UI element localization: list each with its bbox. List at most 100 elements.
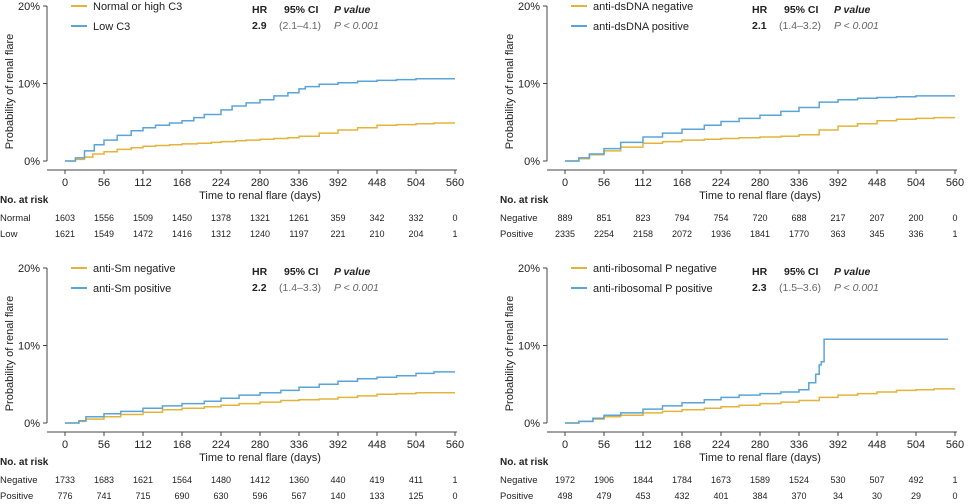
- risk-value: 440: [330, 475, 345, 485]
- risk-table-header: No. at risk: [500, 457, 549, 468]
- risk-value: 384: [752, 491, 767, 501]
- x-tick-label: 448: [868, 177, 886, 189]
- y-tick-label: 0%: [24, 156, 40, 168]
- x-tick-label: 280: [251, 439, 269, 451]
- risk-value: 1197: [289, 229, 308, 239]
- risk-value: 125: [408, 491, 423, 501]
- risk-value: 1621: [133, 475, 153, 485]
- risk-value: 1321: [250, 213, 270, 223]
- risk-value: 1480: [211, 475, 231, 485]
- stats-p-value: P < 0.001: [334, 20, 379, 32]
- stats-p-header: P value: [334, 266, 371, 278]
- risk-value: 0: [452, 491, 457, 501]
- risk-value: 688: [791, 213, 806, 223]
- y-tick-label: 20%: [518, 263, 540, 275]
- risk-value: 1509: [133, 213, 153, 223]
- y-tick-label: 20%: [18, 263, 40, 275]
- y-tick-label: 0%: [524, 418, 540, 430]
- risk-value: 715: [135, 491, 150, 501]
- legend-label: anti-dsDNA negative: [593, 1, 693, 13]
- x-tick-label: 336: [790, 177, 808, 189]
- stats-hr-header: HR: [252, 266, 268, 278]
- risk-value: 1378: [211, 213, 231, 223]
- risk-value: 1: [952, 475, 957, 485]
- risk-value: 1556: [94, 213, 114, 223]
- risk-value: 479: [596, 491, 611, 501]
- stats-ci-header: 95% CI: [784, 4, 819, 16]
- stats-p-value: P < 0.001: [834, 282, 879, 294]
- risk-value: 2335: [555, 229, 575, 239]
- risk-value: 776: [57, 491, 72, 501]
- y-axis-label: Probability of renal flare: [504, 34, 516, 150]
- legend-label: anti-ribosomal P negative: [593, 263, 717, 275]
- risk-value: 221: [330, 229, 345, 239]
- x-tick-label: 336: [290, 439, 308, 451]
- x-tick-label: 224: [212, 177, 230, 189]
- risk-value: 204: [408, 229, 423, 239]
- x-tick-label: 504: [907, 439, 925, 451]
- stats-hr-value: 2.2: [252, 282, 267, 294]
- y-axis-label: Probability of renal flare: [4, 34, 16, 150]
- risk-table-header: No. at risk: [0, 195, 49, 206]
- stats-hr-value: 2.9: [252, 20, 267, 32]
- km-curve-reference: [565, 388, 955, 424]
- stats-ci-value: (1.4–3.3): [279, 282, 321, 294]
- risk-value: 29: [911, 491, 921, 501]
- risk-value: 492: [908, 475, 923, 485]
- stats-ci-value: (2.1–4.1): [279, 20, 321, 32]
- x-tick-label: 112: [634, 439, 652, 451]
- risk-value: 1: [452, 475, 457, 485]
- risk-value: 1412: [250, 475, 270, 485]
- risk-value: 2072: [672, 229, 692, 239]
- x-tick-label: 560: [946, 439, 964, 451]
- x-tick-label: 448: [868, 439, 886, 451]
- risk-value: 336: [908, 229, 923, 239]
- km-curve-reference: [65, 122, 455, 162]
- risk-row-label: Negative: [500, 213, 538, 224]
- stats-ci-header: 95% CI: [284, 266, 319, 278]
- risk-value: 30: [872, 491, 882, 501]
- y-tick-label: 20%: [18, 1, 40, 13]
- x-tick-label: 56: [98, 439, 110, 451]
- x-tick-label: 392: [829, 439, 847, 451]
- x-axis-label: Time to renal flare (days): [199, 190, 321, 202]
- x-tick-label: 168: [673, 177, 691, 189]
- risk-value: 0: [452, 213, 457, 223]
- risk-value: 370: [791, 491, 806, 501]
- stats-hr-value: 2.1: [752, 20, 767, 32]
- risk-value: 1603: [55, 213, 75, 223]
- risk-value: 217: [830, 213, 845, 223]
- risk-value: 1416: [172, 229, 192, 239]
- stats-p-value: P < 0.001: [834, 20, 879, 32]
- risk-value: 453: [635, 491, 650, 501]
- risk-row-label: Low: [0, 229, 18, 240]
- risk-value: 741: [96, 491, 111, 501]
- stats-p-header: P value: [834, 266, 871, 278]
- x-tick-label: 560: [946, 177, 964, 189]
- risk-value: 0: [952, 213, 957, 223]
- x-tick-label: 224: [712, 177, 730, 189]
- x-tick-label: 112: [634, 177, 652, 189]
- stats-ci-value: (1.5–3.6): [779, 282, 821, 294]
- stats-hr-header: HR: [752, 266, 768, 278]
- km-panel-anti-dsdna: 0% 10% 20% 0 56 112 168 224 280 336 392 448 504 560 Ti…: [500, 1, 964, 240]
- x-tick-label: 280: [751, 439, 769, 451]
- risk-value: 1240: [250, 229, 270, 239]
- risk-value: 720: [752, 213, 767, 223]
- y-tick-label: 0%: [524, 156, 540, 168]
- km-curve-comparison: [65, 78, 455, 162]
- risk-value: 1589: [750, 475, 770, 485]
- legend-label: Low C3: [93, 21, 130, 33]
- risk-value: 133: [369, 491, 384, 501]
- stats-ci-header: 95% CI: [784, 266, 819, 278]
- km-panel-c3: 0% 10% 20% 0 56 112 168 224 280 336 392 448 504 560 Ti…: [0, 1, 464, 240]
- x-tick-label: 112: [134, 439, 152, 451]
- x-tick-label: 224: [712, 439, 730, 451]
- stats-p-header: P value: [834, 4, 871, 16]
- risk-value: 851: [596, 213, 611, 223]
- x-tick-label: 448: [368, 177, 386, 189]
- risk-value: 207: [869, 213, 884, 223]
- risk-value: 1733: [55, 475, 75, 485]
- stats-p-header: P value: [334, 4, 371, 16]
- stats-hr-value: 2.3: [752, 282, 767, 294]
